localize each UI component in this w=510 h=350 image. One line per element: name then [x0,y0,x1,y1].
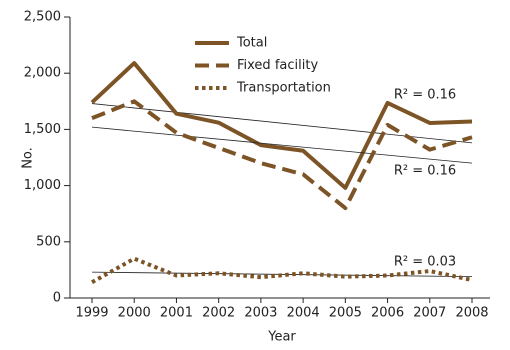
legend-label: Transportation [236,81,331,96]
x-tick-label: 1999 [75,306,108,321]
x-tick-label: 2000 [118,306,151,321]
r2-label: R² = 0.16 [394,164,456,179]
y-tick-label: 1,500 [24,122,61,137]
r2-label: R² = 0.16 [394,88,456,103]
y-axis-title: No. [21,147,36,169]
legend-label: Total [236,36,267,51]
legend-label: Fixed facility [237,58,318,73]
y-tick-label: 0 [53,291,61,306]
r2-label: R² = 0.03 [394,255,456,270]
x-tick-label: 2001 [160,306,193,321]
x-tick-label: 2004 [287,306,320,321]
trend-line [91,271,473,278]
series-line [91,256,473,285]
y-tick-label: 2,000 [24,66,61,81]
series-line [91,99,473,211]
y-tick-label: 1,000 [24,178,61,193]
y-tick-label: 500 [36,234,61,249]
x-tick-label: 2003 [244,306,277,321]
trend-line [91,103,473,144]
x-tick-label: 2005 [329,306,362,321]
y-tick-label: 2,500 [24,10,61,25]
x-tick-label: 2007 [413,306,446,321]
x-tick-label: 2008 [455,306,488,321]
series-line [90,61,473,190]
trend-line [91,126,473,164]
x-tick-label: 2002 [202,306,235,321]
x-axis-title: Year [267,330,296,345]
x-tick-label: 2006 [371,306,404,321]
